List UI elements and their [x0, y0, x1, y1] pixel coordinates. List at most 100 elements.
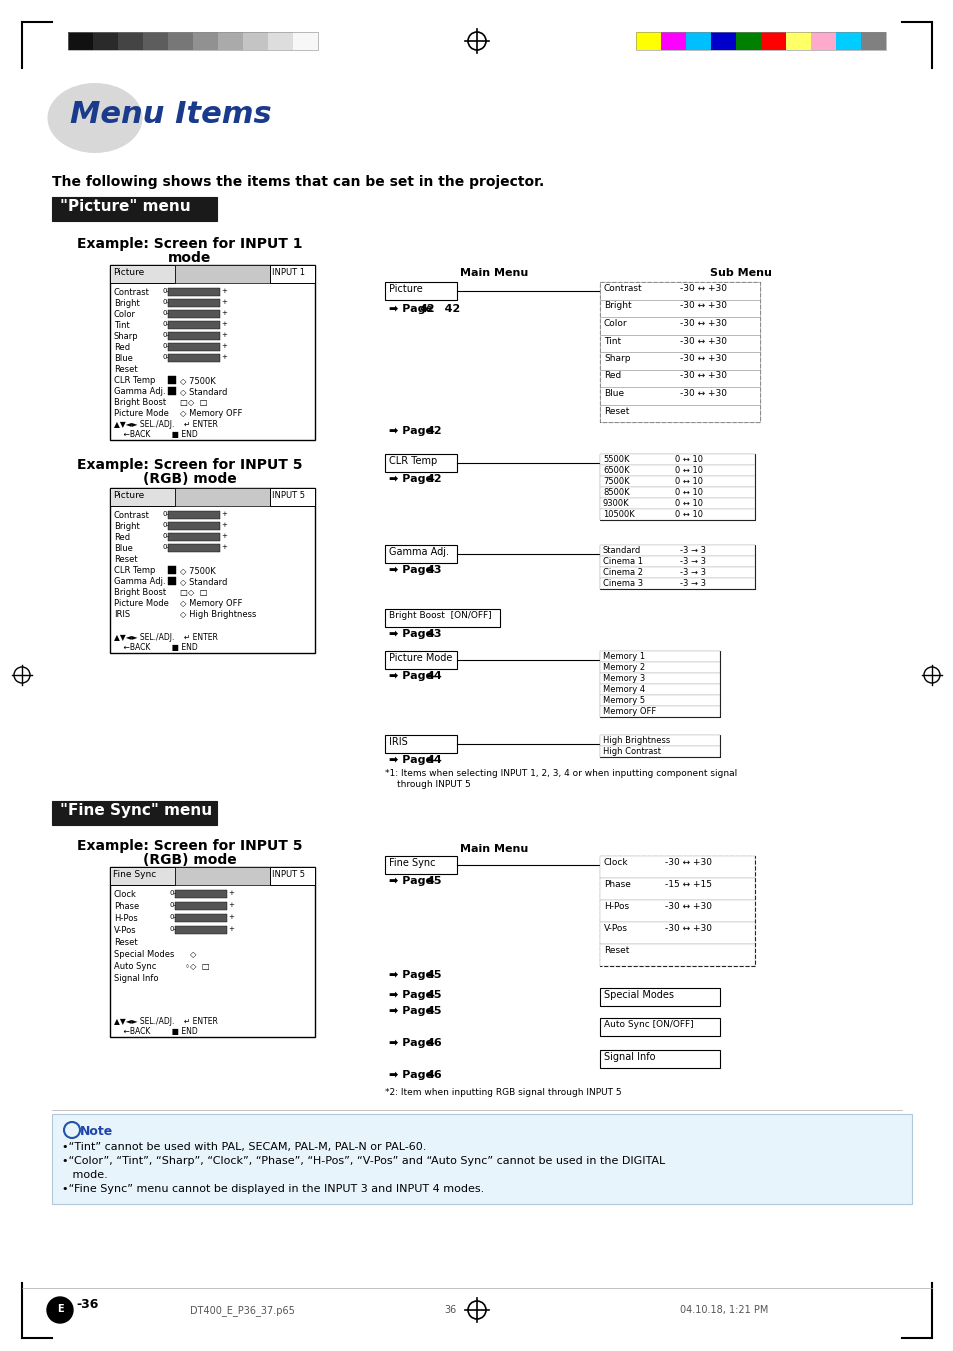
Text: 5500K: 5500K	[602, 455, 629, 463]
Text: H-Pos: H-Pos	[603, 902, 628, 911]
Text: -30 ↔ +30: -30 ↔ +30	[679, 336, 726, 346]
Text: H-Pos: H-Pos	[113, 915, 137, 923]
Text: -30 ↔ +30: -30 ↔ +30	[679, 354, 726, 363]
Bar	[599, 282, 760, 422]
Bar	[599, 707, 720, 717]
Bar	[168, 511, 220, 519]
Text: Standard: Standard	[602, 546, 640, 555]
Bar	[168, 332, 220, 340]
Text: Memory OFF: Memory OFF	[602, 707, 656, 716]
Text: ➡ Page: ➡ Page	[389, 1070, 436, 1079]
Bar	[599, 1019, 720, 1036]
Bar	[168, 299, 220, 307]
Bar	[193, 32, 218, 50]
Bar	[599, 557, 754, 567]
Text: 9300K: 9300K	[602, 499, 629, 508]
Text: Fine Sync: Fine Sync	[112, 870, 156, 880]
Text: Memory 1: Memory 1	[602, 653, 644, 661]
Text: INPUT 5: INPUT 5	[272, 490, 305, 500]
Text: ➡ Page: ➡ Page	[389, 426, 436, 436]
Text: Blue: Blue	[603, 389, 623, 399]
Text: Cinema 1: Cinema 1	[602, 557, 642, 566]
Bar	[118, 32, 143, 50]
Text: 44: 44	[427, 671, 442, 681]
Bar	[174, 925, 227, 934]
Text: ➡ Page: ➡ Page	[389, 630, 436, 639]
Text: E: E	[56, 1304, 63, 1315]
Text: Example: Screen for INPUT 1: Example: Screen for INPUT 1	[77, 236, 302, 251]
Text: +: +	[221, 322, 227, 327]
Text: mode: mode	[168, 251, 212, 265]
Text: Cinema 3: Cinema 3	[602, 580, 642, 588]
Bar	[168, 32, 193, 50]
Text: -30 ↔ +30: -30 ↔ +30	[679, 372, 726, 381]
Bar	[174, 488, 270, 507]
Text: -30 ↔ +30: -30 ↔ +30	[679, 284, 726, 293]
Text: mode.: mode.	[62, 1170, 108, 1179]
Bar	[599, 454, 754, 465]
Text: IRIS: IRIS	[113, 611, 130, 619]
Text: "Fine Sync" menu: "Fine Sync" menu	[60, 802, 212, 817]
Bar	[685, 32, 710, 50]
Text: 45: 45	[427, 990, 442, 1000]
Text: 0 ↔ 10: 0 ↔ 10	[675, 477, 702, 486]
Bar	[168, 288, 220, 296]
Text: 0-: 0-	[163, 534, 170, 539]
Bar	[599, 317, 760, 335]
Bar	[52, 801, 216, 825]
Bar	[168, 534, 220, 540]
Text: ◇ 7500K: ◇ 7500K	[180, 376, 215, 385]
Text: ▲▼◄► SEL./ADJ.    ↵ ENTER: ▲▼◄► SEL./ADJ. ↵ ENTER	[113, 420, 217, 430]
Text: Main Menu: Main Menu	[459, 844, 528, 854]
Bar	[243, 32, 268, 50]
Text: Picture Mode: Picture Mode	[389, 653, 452, 663]
Text: 0 ↔ 10: 0 ↔ 10	[675, 488, 702, 497]
Text: +: +	[228, 890, 233, 896]
Bar	[174, 867, 270, 885]
Text: Auto Sync [ON/OFF]: Auto Sync [ON/OFF]	[603, 1020, 693, 1029]
Text: Picture Mode: Picture Mode	[113, 409, 169, 417]
Text: Bright Boost: Bright Boost	[113, 399, 166, 407]
Text: Memory 3: Memory 3	[602, 674, 644, 684]
Text: +: +	[221, 288, 227, 295]
Text: -30 ↔ +30: -30 ↔ +30	[664, 924, 711, 934]
Text: Phase: Phase	[113, 902, 139, 911]
Text: Special Modes: Special Modes	[603, 990, 673, 1000]
Text: 46: 46	[427, 1070, 442, 1079]
Text: 0-: 0-	[163, 343, 170, 349]
Text: □◇  □: □◇ □	[180, 399, 208, 407]
Bar	[599, 544, 754, 589]
Text: V-Pos: V-Pos	[113, 925, 136, 935]
Text: 0-: 0-	[163, 521, 170, 528]
Text: Reset: Reset	[603, 407, 629, 416]
Text: ➡ Page: ➡ Page	[389, 1006, 436, 1016]
Bar	[270, 265, 314, 282]
Text: ←BACK         ■ END: ←BACK ■ END	[113, 643, 197, 653]
Text: +: +	[221, 354, 227, 359]
Bar	[599, 1050, 720, 1069]
Text: Clock: Clock	[603, 858, 628, 867]
Text: •“Color”, “Tint”, “Sharp”, “Clock”, “Phase”, “H-Pos”, “V-Pos” and “Auto Sync” ca: •“Color”, “Tint”, “Sharp”, “Clock”, “Pha…	[62, 1156, 664, 1166]
Text: Blue: Blue	[113, 354, 132, 363]
Text: -3 → 3: -3 → 3	[679, 580, 705, 588]
Text: INPUT 5: INPUT 5	[272, 870, 305, 880]
Bar	[218, 32, 243, 50]
Text: 0-: 0-	[170, 915, 177, 920]
Bar	[599, 282, 760, 300]
Bar	[268, 32, 293, 50]
Bar	[385, 609, 499, 627]
Bar	[168, 544, 220, 553]
Text: ➡ Page: ➡ Page	[389, 474, 436, 484]
Text: Auto Sync: Auto Sync	[113, 962, 156, 971]
Bar	[174, 890, 227, 898]
Bar	[168, 386, 175, 394]
Text: -3 → 3: -3 → 3	[679, 557, 705, 566]
Bar	[710, 32, 735, 50]
Text: ▲▼◄► SEL./ADJ.    ↵ ENTER: ▲▼◄► SEL./ADJ. ↵ ENTER	[113, 634, 217, 642]
Text: Phase: Phase	[603, 880, 630, 889]
Text: -15 ↔ +15: -15 ↔ +15	[664, 880, 711, 889]
Bar	[168, 577, 175, 585]
Text: High Contrast: High Contrast	[602, 747, 660, 757]
Bar	[599, 684, 720, 694]
Text: +: +	[221, 299, 227, 305]
